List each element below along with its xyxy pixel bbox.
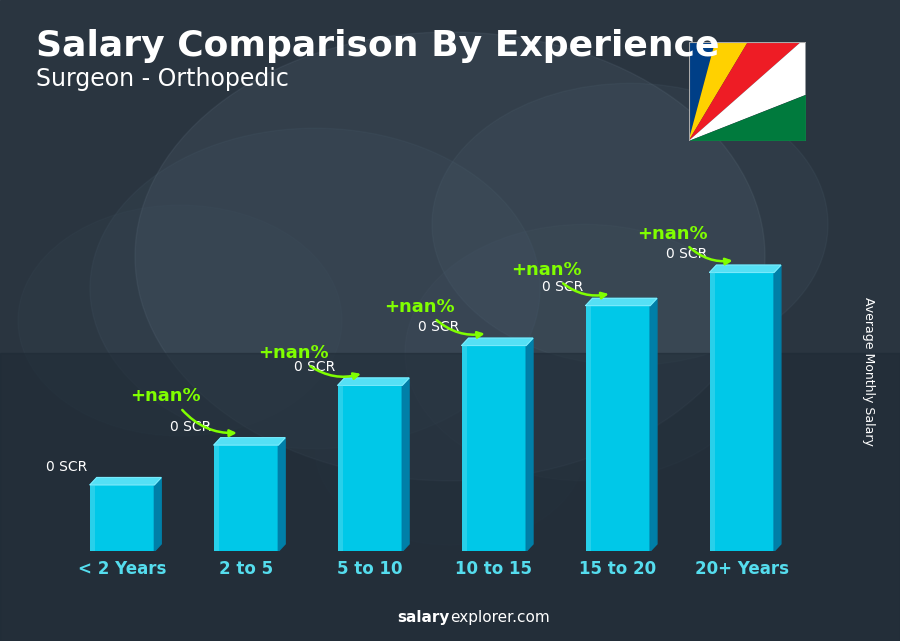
Circle shape bbox=[90, 128, 540, 449]
Polygon shape bbox=[688, 42, 806, 141]
Circle shape bbox=[18, 205, 342, 436]
Polygon shape bbox=[688, 42, 716, 141]
Text: +nan%: +nan% bbox=[258, 344, 328, 362]
Text: +nan%: +nan% bbox=[637, 224, 707, 242]
Bar bbox=[90, 485, 155, 551]
Bar bbox=[586, 306, 590, 551]
Text: 0 SCR: 0 SCR bbox=[666, 247, 707, 261]
Polygon shape bbox=[688, 95, 806, 141]
Text: Surgeon - Orthopedic: Surgeon - Orthopedic bbox=[36, 67, 289, 91]
Circle shape bbox=[432, 83, 828, 365]
Polygon shape bbox=[155, 478, 161, 551]
Bar bbox=[338, 385, 343, 551]
Text: Average Monthly Salary: Average Monthly Salary bbox=[862, 297, 875, 446]
Bar bbox=[214, 445, 219, 551]
Bar bbox=[0, 353, 900, 641]
Circle shape bbox=[315, 353, 585, 545]
Text: +nan%: +nan% bbox=[384, 297, 454, 315]
Text: salary: salary bbox=[398, 610, 450, 625]
Polygon shape bbox=[709, 265, 781, 272]
Polygon shape bbox=[402, 378, 410, 551]
Text: 0 SCR: 0 SCR bbox=[46, 460, 87, 474]
Bar bbox=[90, 485, 95, 551]
Text: +nan%: +nan% bbox=[510, 261, 581, 279]
Polygon shape bbox=[462, 338, 533, 345]
Bar bbox=[709, 272, 715, 551]
Text: 0 SCR: 0 SCR bbox=[418, 320, 459, 334]
Bar bbox=[338, 385, 402, 551]
Bar bbox=[214, 445, 278, 551]
Bar bbox=[462, 345, 467, 551]
Bar bbox=[586, 306, 650, 551]
Polygon shape bbox=[688, 42, 801, 141]
Polygon shape bbox=[586, 298, 657, 306]
Text: Salary Comparison By Experience: Salary Comparison By Experience bbox=[36, 29, 719, 63]
Text: +nan%: +nan% bbox=[130, 387, 201, 405]
Polygon shape bbox=[214, 438, 285, 445]
Text: 0 SCR: 0 SCR bbox=[170, 420, 211, 434]
Polygon shape bbox=[526, 338, 533, 551]
Circle shape bbox=[135, 32, 765, 481]
Text: 0 SCR: 0 SCR bbox=[542, 280, 583, 294]
Text: explorer.com: explorer.com bbox=[450, 610, 550, 625]
Polygon shape bbox=[688, 42, 748, 141]
Bar bbox=[709, 272, 774, 551]
Polygon shape bbox=[278, 438, 285, 551]
Text: 0 SCR: 0 SCR bbox=[294, 360, 336, 374]
Circle shape bbox=[405, 224, 765, 481]
Polygon shape bbox=[338, 378, 410, 385]
Polygon shape bbox=[774, 265, 781, 551]
Bar bbox=[462, 345, 526, 551]
Polygon shape bbox=[90, 478, 161, 485]
Polygon shape bbox=[650, 298, 657, 551]
